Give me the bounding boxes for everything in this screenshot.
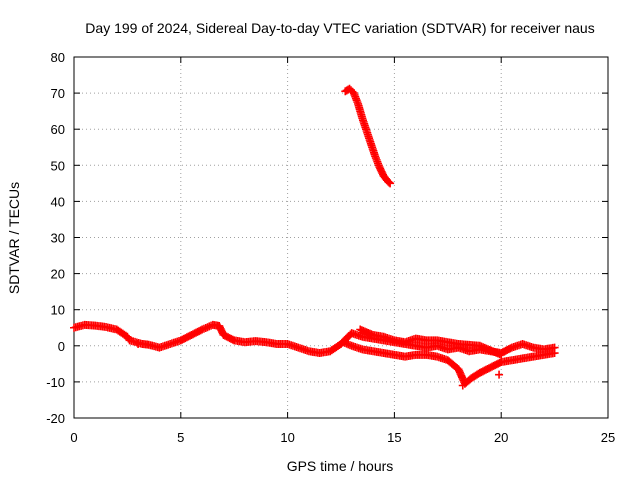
y-axis-label: SDTVAR / TECUs <box>6 182 22 294</box>
y-tick-label: 80 <box>51 50 65 65</box>
chart-title: Day 199 of 2024, Sidereal Day-to-day VTE… <box>85 20 594 36</box>
x-tick-label: 15 <box>387 430 401 445</box>
x-tick-label: 25 <box>601 430 615 445</box>
data-point <box>385 178 394 187</box>
y-tick-label: 20 <box>51 267 65 282</box>
data-marks <box>70 84 559 390</box>
x-tick-label: 5 <box>177 430 184 445</box>
data-point <box>386 179 395 188</box>
y-tick-label: 10 <box>51 303 65 318</box>
data-point <box>550 349 559 358</box>
y-tick-label: 60 <box>51 122 65 137</box>
x-tick-label: 20 <box>494 430 508 445</box>
data-point <box>497 350 506 359</box>
axis-ticks: 0 5 10 15 20 25 -20 -10 0 10 20 30 40 50 60 70 80 <box>46 50 615 445</box>
series-isolated-arc <box>341 84 395 188</box>
y-tick-label: 70 <box>51 86 65 101</box>
y-tick-label: -10 <box>46 375 65 390</box>
y-tick-label: 30 <box>51 231 65 246</box>
y-tick-label: -20 <box>46 411 65 426</box>
y-tick-label: 0 <box>58 339 65 354</box>
data-point <box>495 370 504 379</box>
data-point <box>458 381 467 390</box>
y-tick-label: 40 <box>51 194 65 209</box>
data-point <box>138 339 147 348</box>
series-lower-track <box>339 338 559 388</box>
x-tick-label: 10 <box>280 430 294 445</box>
x-tick-label: 0 <box>70 430 77 445</box>
series-isolated-points <box>134 339 504 390</box>
x-axis-label: GPS time / hours <box>287 458 394 474</box>
grid <box>74 57 608 418</box>
series-upper-track <box>356 325 506 359</box>
y-tick-label: 50 <box>51 158 65 173</box>
